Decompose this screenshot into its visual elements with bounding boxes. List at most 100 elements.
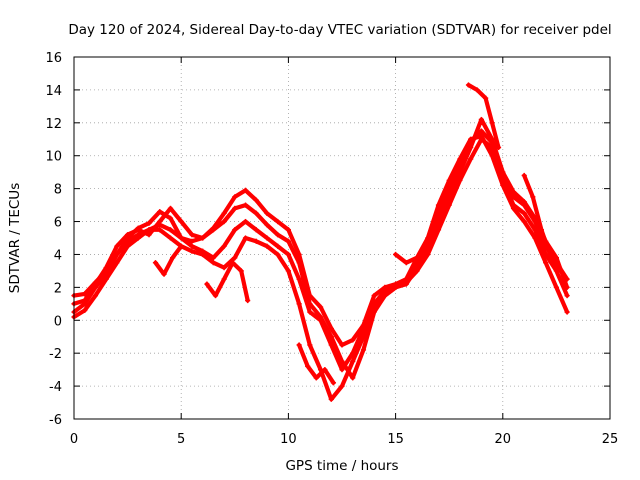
data-point [178, 235, 184, 241]
data-point [157, 209, 163, 215]
y-axis-label: SDTVAR / TECUs [7, 183, 23, 293]
data-point [114, 251, 120, 258]
data-point [275, 232, 281, 238]
data-point [253, 227, 259, 233]
data-point [146, 220, 152, 226]
series-trace-9 [465, 82, 502, 151]
data-point [532, 227, 538, 233]
data-point [232, 194, 238, 200]
grid [74, 57, 610, 419]
series-trace-10 [521, 172, 562, 274]
data-point [403, 260, 409, 266]
data-points [71, 82, 570, 402]
y-tick-label: 8 [54, 183, 62, 198]
data-point [382, 292, 388, 299]
data-point [328, 396, 334, 402]
data-point [92, 281, 99, 287]
y-tick-label: -6 [49, 413, 62, 428]
data-point [350, 358, 356, 365]
data-point [230, 260, 236, 266]
data-point [275, 218, 281, 225]
data-point [435, 202, 442, 208]
data-point [317, 314, 324, 320]
data-point [167, 235, 174, 241]
data-point [339, 367, 345, 373]
data-point [521, 210, 527, 216]
data-point [232, 205, 238, 211]
data-point [328, 334, 334, 340]
data-point [521, 218, 527, 225]
data-point [339, 358, 345, 365]
data-point [474, 87, 480, 93]
data-point [212, 292, 219, 299]
data-point [178, 218, 184, 225]
series-path [71, 137, 570, 372]
data-point [221, 265, 227, 271]
plot-frame [73, 56, 611, 420]
data-point [339, 383, 345, 389]
y-tick-label: 2 [54, 281, 62, 296]
series-path [204, 260, 250, 303]
series-trace-4 [71, 133, 570, 402]
data-point [242, 218, 249, 225]
y-tick-label: 0 [54, 314, 62, 329]
data-point [152, 260, 159, 266]
data-point [146, 227, 152, 233]
data-point [170, 255, 176, 261]
data-point [425, 235, 431, 241]
data-point [189, 232, 195, 238]
data-point [82, 291, 88, 297]
data-point [125, 232, 131, 238]
data-point [564, 284, 570, 290]
series-trace-5 [152, 243, 184, 277]
data-point [253, 197, 259, 203]
data-point [285, 227, 291, 233]
data-point [232, 255, 238, 261]
data-point [538, 227, 544, 233]
data-point [510, 189, 517, 195]
data-point [189, 243, 195, 249]
series-path [153, 244, 184, 277]
data-point [135, 235, 141, 241]
data-point [242, 202, 249, 208]
chart-title: Day 120 of 2024, Sidereal Day-to-day VTE… [68, 22, 611, 38]
data-point [167, 205, 174, 211]
x-tick-label: 10 [280, 432, 297, 447]
data-point [221, 218, 227, 225]
y-tick-label: 10 [45, 150, 62, 165]
data-point [555, 268, 562, 274]
data-point [317, 304, 324, 310]
data-point [530, 194, 536, 200]
data-point [495, 144, 502, 151]
data-point [296, 251, 302, 258]
data-point [403, 281, 409, 287]
data-point [189, 238, 195, 244]
data-point [425, 248, 431, 254]
data-point [553, 255, 559, 261]
data-point [264, 222, 270, 228]
data-point [103, 276, 109, 282]
data-point [483, 95, 489, 101]
data-point [350, 337, 356, 343]
data-point [242, 187, 249, 193]
data-point [264, 235, 270, 241]
series-trace-8 [393, 243, 431, 266]
axis-ticks [73, 56, 611, 420]
data-point [500, 169, 506, 175]
data-point [275, 243, 281, 249]
x-tick-label: 20 [495, 432, 512, 447]
data-point [264, 243, 270, 249]
data-point [330, 380, 337, 386]
data-point [275, 251, 281, 258]
data-point [189, 248, 195, 254]
data-point [92, 292, 99, 299]
data-point [468, 136, 474, 142]
data-point [350, 375, 356, 381]
data-point [465, 82, 472, 88]
data-point [564, 309, 570, 315]
x-tick-label: 15 [387, 432, 404, 447]
data-point [296, 342, 302, 348]
y-tick-label: 12 [45, 117, 62, 132]
x-axis-label: GPS time / hours [285, 458, 398, 474]
data-point [521, 172, 527, 179]
